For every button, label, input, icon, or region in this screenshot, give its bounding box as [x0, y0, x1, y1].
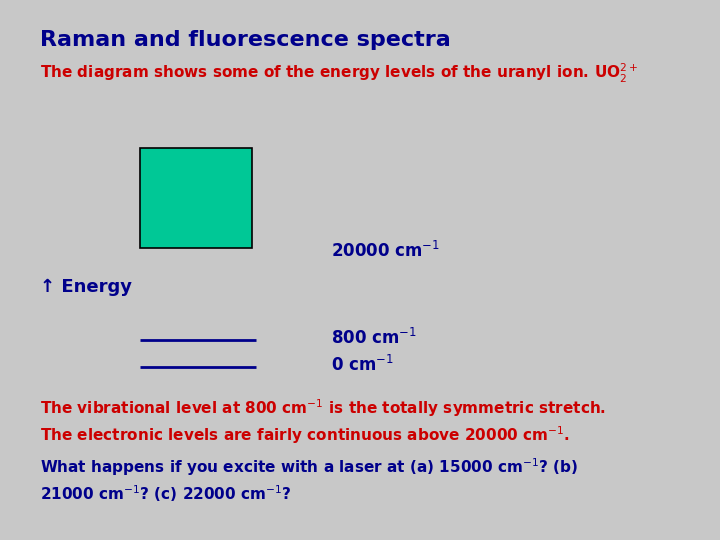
Text: 20000 cm$^{-1}$: 20000 cm$^{-1}$ — [331, 241, 441, 261]
Text: The diagram shows some of the energy levels of the uranyl ion. UO$_2^{2+}$: The diagram shows some of the energy lev… — [40, 62, 638, 85]
Text: What happens if you excite with a laser at (a) 15000 cm$^{-1}$? (b): What happens if you excite with a laser … — [40, 456, 577, 478]
Text: 0 cm$^{-1}$: 0 cm$^{-1}$ — [331, 354, 394, 375]
Text: Raman and fluorescence spectra: Raman and fluorescence spectra — [40, 30, 450, 50]
Text: The electronic levels are fairly continuous above 20000 cm$^{-1}$.: The electronic levels are fairly continu… — [40, 424, 570, 446]
Text: The vibrational level at 800 cm$^{-1}$ is the totally symmetric stretch.: The vibrational level at 800 cm$^{-1}$ i… — [40, 397, 606, 418]
Text: 21000 cm$^{-1}$? (c) 22000 cm$^{-1}$?: 21000 cm$^{-1}$? (c) 22000 cm$^{-1}$? — [40, 483, 291, 504]
Text: ↑ Energy: ↑ Energy — [40, 278, 132, 296]
Text: 800 cm$^{-1}$: 800 cm$^{-1}$ — [331, 327, 417, 348]
